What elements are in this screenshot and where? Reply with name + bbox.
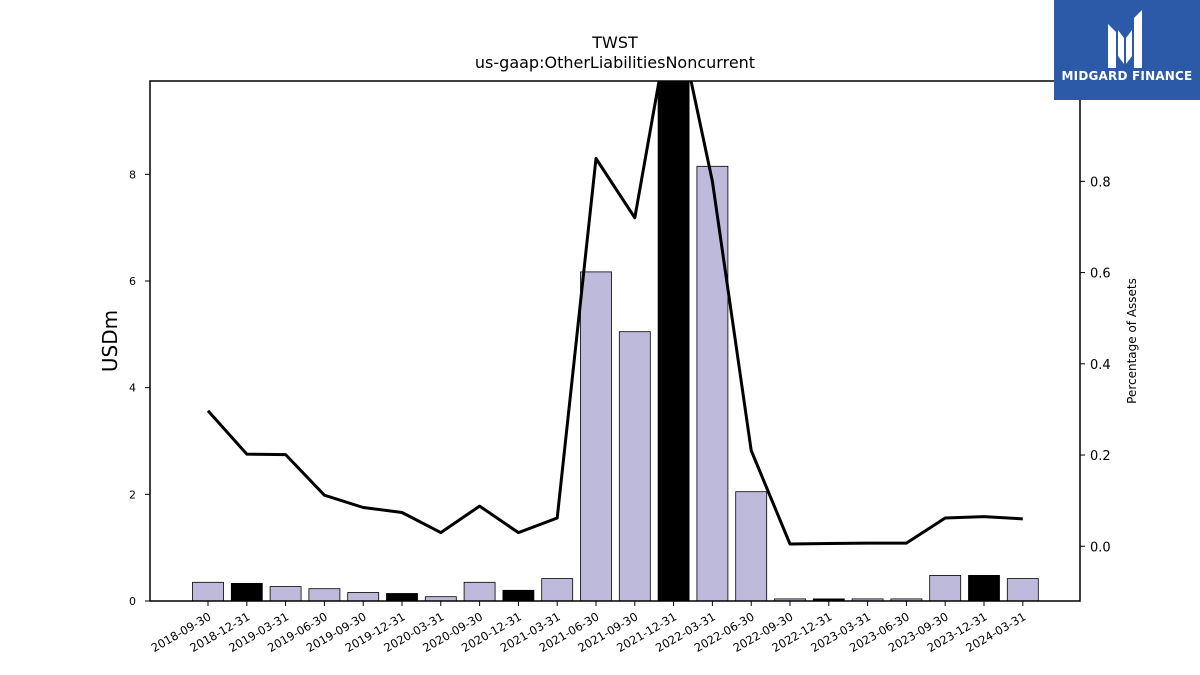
y2-tick-label: 0.0 bbox=[1090, 540, 1111, 555]
secondary-y-axis-label: Percentage of Assets bbox=[1125, 278, 1139, 404]
bar-2023-12-31 bbox=[968, 575, 1000, 602]
bar-2024-03-31 bbox=[1006, 578, 1039, 602]
bar-2022-03-31 bbox=[696, 165, 729, 602]
bar-2023-09-30 bbox=[929, 575, 962, 602]
y-tick-label: 4 bbox=[129, 382, 136, 395]
percentage-of-assets-line bbox=[206, 81, 1023, 546]
brand-logo: MIDGARD FINANCE bbox=[1054, 0, 1200, 100]
bar-2018-12-31 bbox=[230, 583, 263, 602]
x-axis: 2018-09-302018-12-312019-03-312019-06-30… bbox=[149, 601, 1028, 655]
y-tick-label: 6 bbox=[129, 275, 136, 288]
y2-tick-label: 0.2 bbox=[1090, 449, 1111, 464]
bar-2022-06-30 bbox=[735, 491, 768, 602]
bar-2019-09-30 bbox=[347, 592, 380, 602]
plot-frame bbox=[149, 80, 1081, 602]
y-tick-label: 0 bbox=[129, 595, 136, 608]
y2-tick-label: 0.8 bbox=[1090, 175, 1111, 190]
bar-2019-06-30 bbox=[308, 588, 341, 602]
bar-2021-12-31 bbox=[657, 80, 690, 602]
bar-2018-09-30 bbox=[192, 581, 224, 602]
bar-2019-12-31 bbox=[386, 593, 418, 602]
y2-tick-label: 0.4 bbox=[1090, 358, 1111, 373]
y2-tick-label: 0.6 bbox=[1090, 267, 1111, 282]
y-tick-label: 8 bbox=[129, 168, 136, 181]
brand-name: MIDGARD FINANCE bbox=[1061, 69, 1193, 83]
chart-subtitle: us-gaap:OtherLiabilitiesNoncurrent bbox=[475, 53, 755, 72]
bar-2021-09-30 bbox=[618, 331, 651, 602]
y-tick-label: 2 bbox=[129, 488, 136, 501]
y-axis: 0 2 4 6 8 bbox=[129, 168, 150, 608]
secondary-y-axis: 0.0 0.2 0.4 0.6 0.8 bbox=[1080, 175, 1111, 555]
bar-2019-03-31 bbox=[269, 586, 302, 602]
bar-2021-06-30 bbox=[580, 271, 612, 602]
midgard-logo-icon bbox=[1108, 10, 1142, 68]
bar-2020-09-30 bbox=[463, 581, 496, 602]
bar-2021-03-31 bbox=[541, 578, 574, 602]
bar-2020-12-31 bbox=[502, 589, 535, 602]
y-axis-label: USDm bbox=[98, 310, 122, 372]
chart-title: TWST bbox=[591, 33, 638, 52]
line-series bbox=[206, 81, 1023, 546]
bar-series bbox=[192, 80, 1039, 602]
